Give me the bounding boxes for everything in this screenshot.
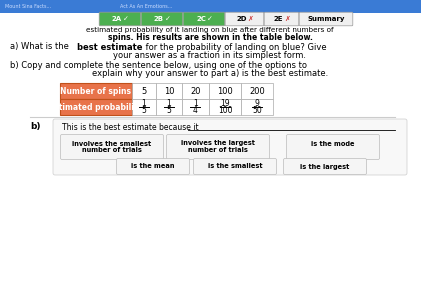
Text: Summary: Summary [307, 16, 345, 22]
Text: for the probability of landing on blue? Give: for the probability of landing on blue? … [143, 42, 327, 52]
Text: 1: 1 [167, 99, 171, 108]
Text: number of trials: number of trials [188, 147, 248, 153]
Text: 200: 200 [249, 87, 265, 95]
Text: best estimate: best estimate [77, 42, 142, 52]
FancyBboxPatch shape [299, 12, 353, 26]
Text: 5: 5 [141, 106, 147, 115]
FancyBboxPatch shape [156, 83, 182, 99]
FancyBboxPatch shape [183, 12, 225, 26]
Text: involves the smallest: involves the smallest [72, 140, 152, 147]
Text: 19: 19 [220, 99, 230, 108]
FancyBboxPatch shape [60, 83, 132, 99]
FancyBboxPatch shape [132, 83, 156, 99]
Text: 2C: 2C [196, 16, 206, 22]
Text: 10: 10 [164, 87, 174, 95]
Text: spins. His results are shown in the table below.: spins. His results are shown in the tabl… [107, 33, 312, 42]
FancyBboxPatch shape [241, 99, 273, 115]
FancyBboxPatch shape [99, 12, 141, 26]
Text: ✓: ✓ [207, 16, 213, 22]
Text: Mount Sina Facts...: Mount Sina Facts... [5, 4, 51, 9]
Text: number of trials: number of trials [82, 147, 142, 153]
Text: This is the best estimate because it: This is the best estimate because it [62, 123, 199, 132]
Text: ✗: ✗ [285, 16, 290, 22]
FancyBboxPatch shape [132, 99, 156, 115]
Text: 50: 50 [252, 106, 262, 115]
FancyBboxPatch shape [264, 12, 299, 26]
FancyBboxPatch shape [241, 83, 273, 99]
Text: 100: 100 [218, 106, 232, 115]
Text: 9: 9 [255, 99, 259, 108]
FancyBboxPatch shape [182, 83, 209, 99]
Text: Number of spins: Number of spins [61, 87, 131, 95]
Text: ✓: ✓ [123, 16, 129, 22]
FancyBboxPatch shape [225, 12, 264, 26]
Text: Estimated probability: Estimated probability [49, 102, 143, 112]
Text: your answer as a fraction in its simplest form.: your answer as a fraction in its simples… [114, 50, 306, 59]
FancyBboxPatch shape [156, 99, 182, 115]
Text: b) Copy and complete the sentence below, using one of the options to: b) Copy and complete the sentence below,… [10, 61, 307, 70]
Text: 2A: 2A [112, 16, 122, 22]
Text: Act As An Emotions...: Act As An Emotions... [120, 4, 172, 9]
Text: is the smallest: is the smallest [208, 164, 262, 170]
FancyBboxPatch shape [283, 158, 367, 175]
Text: estimated probability of it landing on blue after different numbers of: estimated probability of it landing on b… [86, 27, 334, 33]
FancyBboxPatch shape [61, 134, 163, 160]
Text: is the mode: is the mode [311, 140, 355, 147]
Text: 100: 100 [217, 87, 233, 95]
Text: explain why your answer to part a) is the best estimate.: explain why your answer to part a) is th… [92, 68, 328, 78]
FancyBboxPatch shape [166, 134, 269, 160]
FancyBboxPatch shape [182, 99, 209, 115]
FancyBboxPatch shape [209, 83, 241, 99]
FancyBboxPatch shape [287, 134, 379, 160]
Text: ✗: ✗ [248, 16, 253, 22]
FancyBboxPatch shape [0, 13, 421, 283]
FancyBboxPatch shape [53, 119, 407, 175]
FancyBboxPatch shape [194, 158, 277, 175]
Text: 2D: 2D [236, 16, 247, 22]
FancyBboxPatch shape [141, 12, 183, 26]
FancyBboxPatch shape [117, 158, 189, 175]
Text: is the largest: is the largest [300, 164, 349, 170]
Text: b): b) [30, 123, 40, 132]
FancyBboxPatch shape [0, 0, 421, 13]
Text: 1: 1 [193, 99, 198, 108]
FancyBboxPatch shape [209, 99, 241, 115]
FancyBboxPatch shape [60, 99, 132, 115]
Text: 4: 4 [193, 106, 198, 115]
Text: ✓: ✓ [165, 16, 171, 22]
Text: is the mean: is the mean [131, 164, 175, 170]
Text: involves the largest: involves the largest [181, 140, 255, 147]
Text: 1: 1 [141, 99, 147, 108]
Text: 2E: 2E [274, 16, 283, 22]
Text: 5: 5 [167, 106, 171, 115]
Text: a) What is the: a) What is the [10, 42, 72, 52]
Text: 20: 20 [190, 87, 201, 95]
Text: 2B: 2B [154, 16, 164, 22]
Text: 5: 5 [141, 87, 147, 95]
